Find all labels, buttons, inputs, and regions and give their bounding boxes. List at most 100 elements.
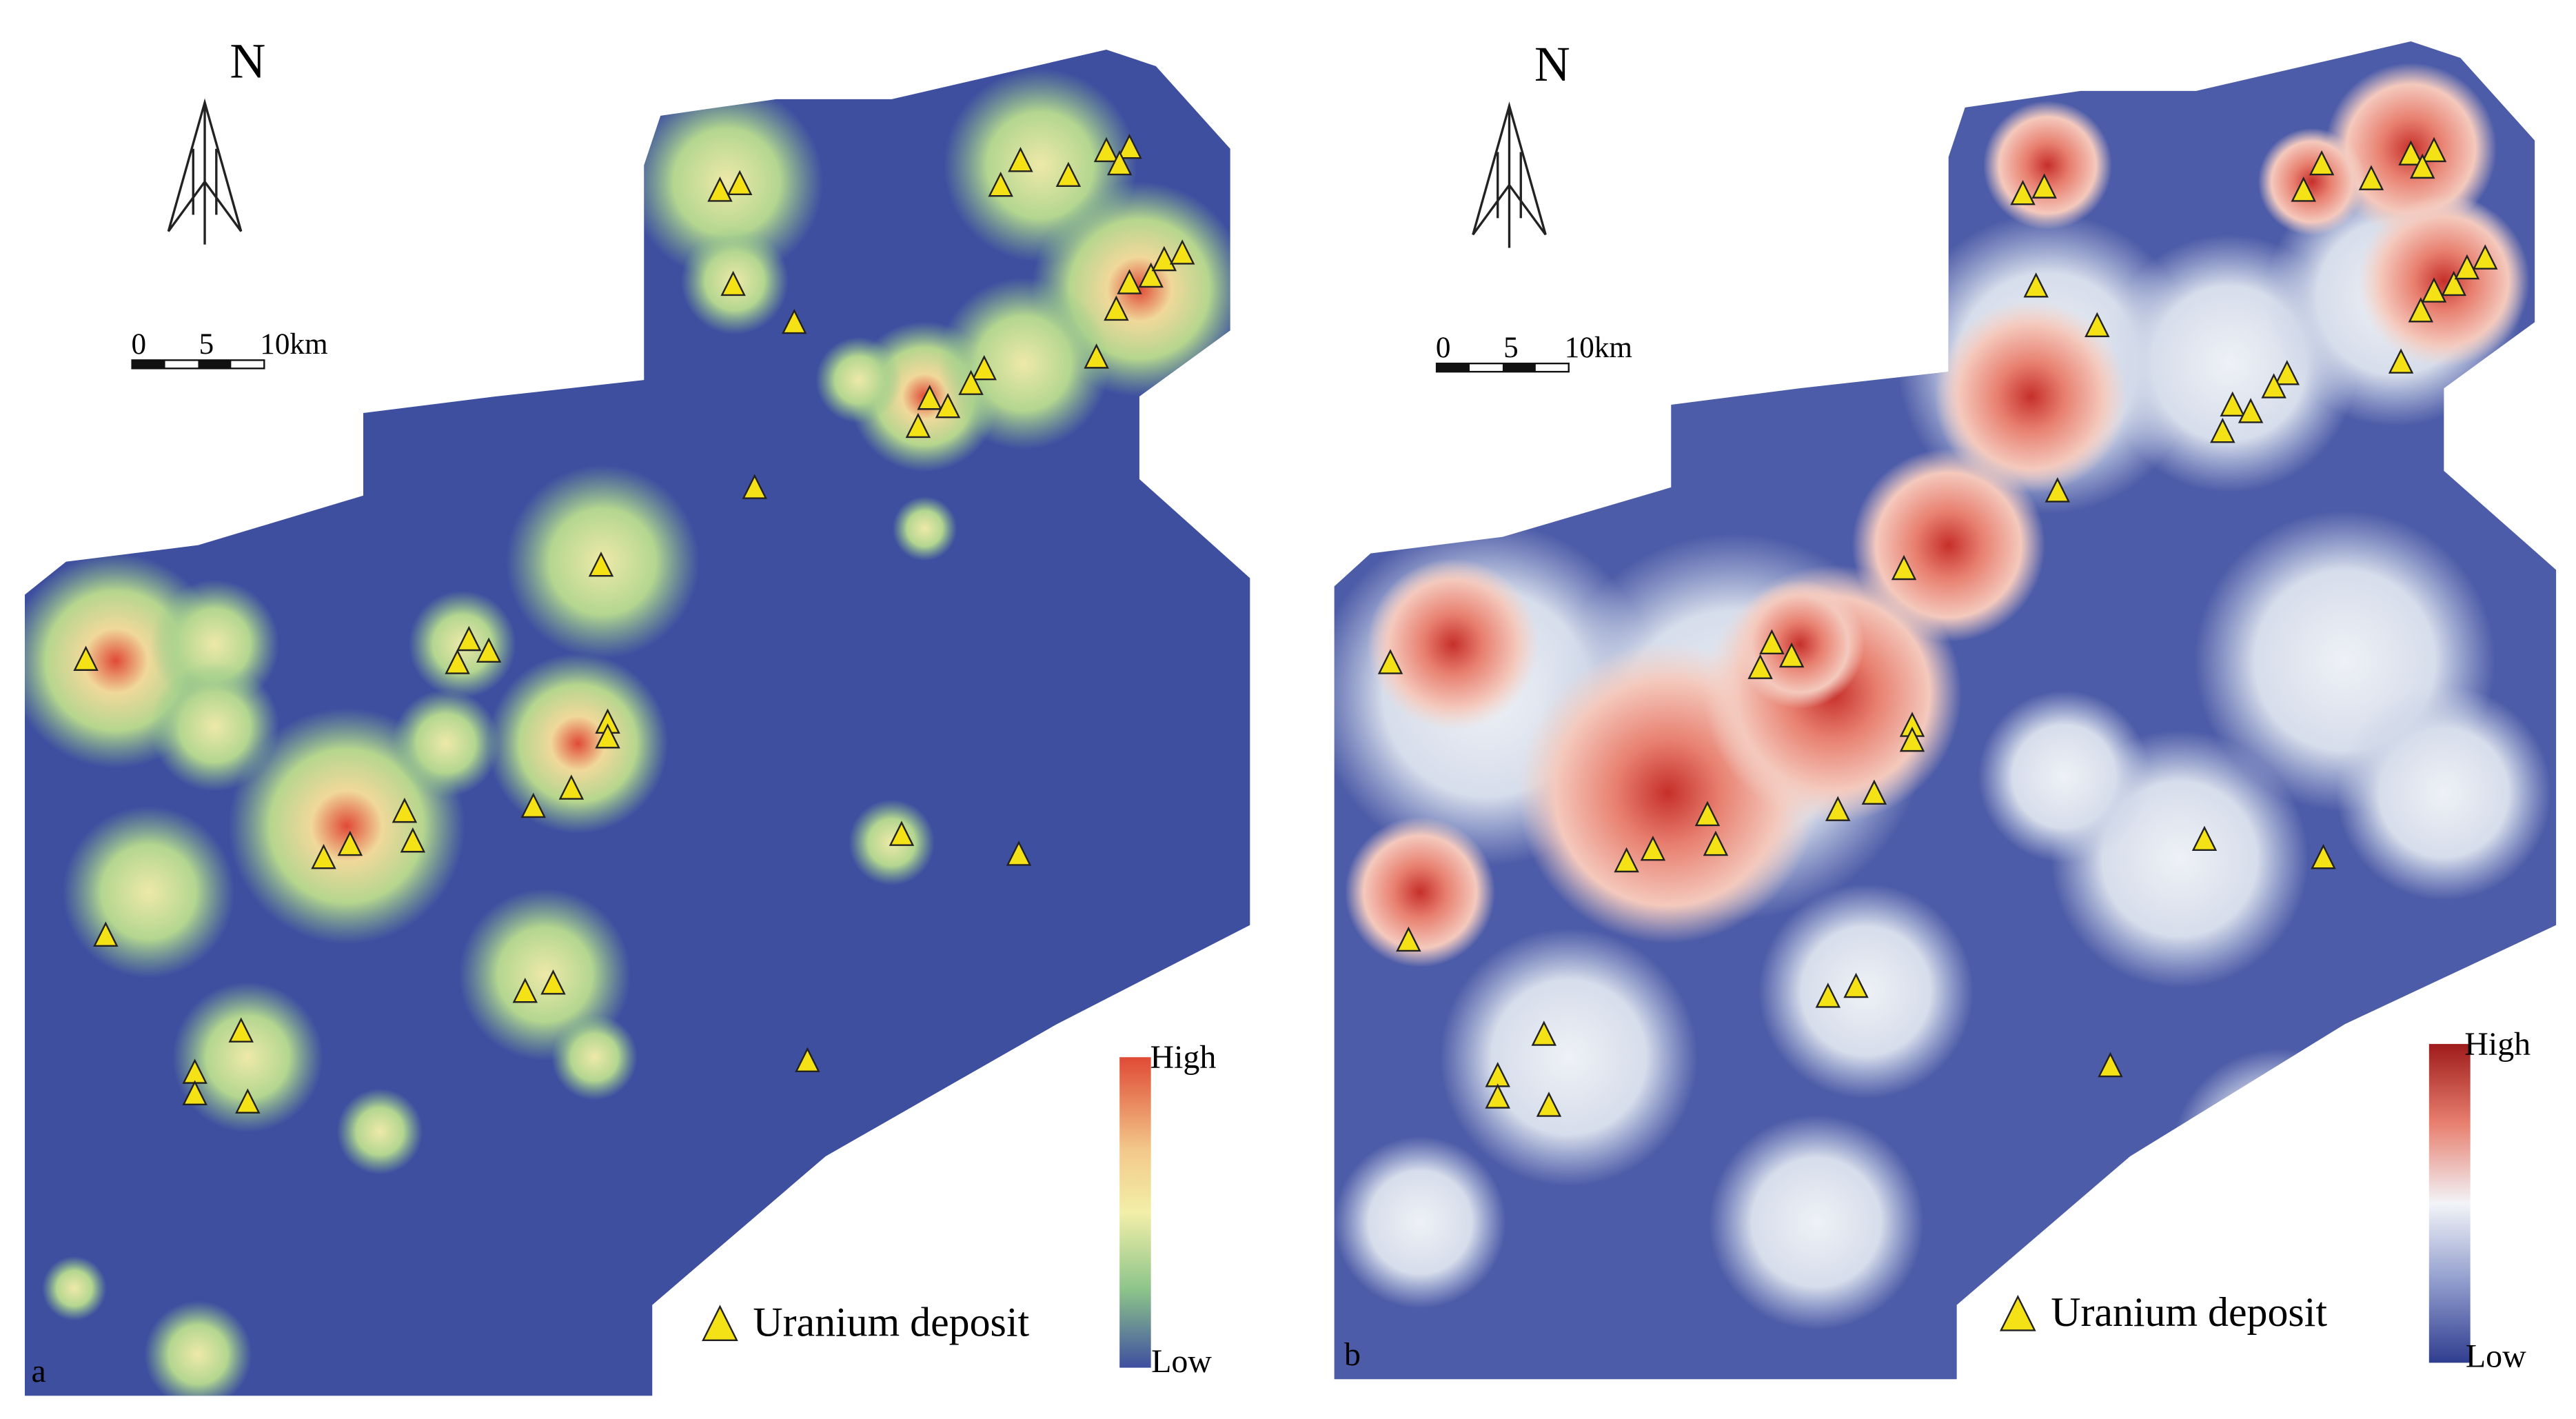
deposit-marker bbox=[2220, 391, 2245, 417]
panel-label: a bbox=[32, 1353, 46, 1389]
heat-zone bbox=[1334, 1136, 1506, 1309]
heat-zone bbox=[892, 496, 957, 561]
deposit-marker bbox=[720, 270, 746, 296]
deposit-marker bbox=[1138, 262, 1164, 288]
deposit-marker bbox=[73, 645, 99, 671]
deposit-marker bbox=[2031, 173, 2057, 199]
heat-zone bbox=[392, 690, 500, 797]
deposit-marker bbox=[2238, 398, 2264, 423]
deposit-marker bbox=[512, 977, 538, 1003]
panel-label: b bbox=[1344, 1336, 1361, 1373]
legend-low: Low bbox=[2466, 1338, 2526, 1375]
deposit-marker bbox=[93, 921, 119, 947]
deposit-marker bbox=[889, 821, 915, 846]
heat-zone bbox=[42, 1256, 107, 1321]
deposit-marker bbox=[1093, 137, 1119, 163]
deposit-marker bbox=[540, 969, 566, 995]
deposit-marker bbox=[1747, 654, 1773, 679]
scale-bar-segment bbox=[1437, 363, 1470, 372]
heat-zone bbox=[1758, 883, 1974, 1099]
heat-zone bbox=[487, 653, 669, 834]
color-bar bbox=[1119, 1057, 1151, 1368]
legend-high: High bbox=[2464, 1026, 2531, 1063]
legend-marker bbox=[702, 1305, 738, 1342]
deposit-marker bbox=[2309, 150, 2335, 176]
color-bar bbox=[2428, 1044, 2471, 1363]
heat-zone bbox=[937, 277, 1110, 450]
heat-zone bbox=[815, 336, 902, 423]
deposit-marker bbox=[742, 474, 767, 499]
deposit-marker bbox=[392, 797, 418, 823]
deposit-marker bbox=[1614, 847, 1639, 873]
heat-zone bbox=[1735, 579, 1865, 709]
deposit-marker bbox=[1825, 796, 1851, 821]
deposit-marker bbox=[2408, 297, 2434, 323]
deposit-marker bbox=[727, 170, 753, 196]
deposit-marker bbox=[1861, 779, 1887, 805]
deposit-marker bbox=[1006, 841, 1032, 866]
north-arrow bbox=[167, 98, 243, 245]
legend-low: Low bbox=[1151, 1343, 1212, 1380]
scale-label: 10km bbox=[1565, 332, 1632, 364]
deposit-marker bbox=[1117, 269, 1142, 294]
deposit-marker bbox=[1008, 147, 1033, 172]
deposit-marker bbox=[2261, 373, 2286, 399]
deposit-marker bbox=[2473, 244, 2498, 270]
heat-zone bbox=[144, 1300, 252, 1396]
deposit-marker bbox=[2023, 272, 2049, 298]
deposit-marker bbox=[1106, 150, 1133, 176]
deposit-marker bbox=[400, 827, 426, 853]
deposit-marker bbox=[1815, 983, 1841, 1008]
heat-zone bbox=[336, 1088, 423, 1175]
heat-zone bbox=[1934, 299, 2128, 494]
deposit-marker bbox=[2291, 177, 2316, 202]
deposit-marker bbox=[1891, 554, 1917, 581]
scale-label: 0 bbox=[131, 328, 146, 361]
scale-bar-segment bbox=[198, 360, 232, 369]
deposit-marker bbox=[1485, 1083, 1510, 1109]
legend-deposit: Uranium deposit bbox=[753, 1299, 1029, 1345]
overlay: N 0 5 10km High Low Uranium deposit a N 0 5 10km Hig… bbox=[32, 33, 2531, 1389]
legend-deposit: Uranium deposit bbox=[2051, 1289, 2327, 1335]
scale-label: 0 bbox=[1436, 332, 1451, 364]
heat-zone bbox=[1852, 448, 2045, 642]
deposit-marker bbox=[1778, 642, 1805, 668]
deposit-marker bbox=[795, 1047, 820, 1073]
deposit-marker bbox=[2010, 179, 2036, 205]
heat-zone bbox=[1709, 1115, 1924, 1330]
deposit-marker bbox=[1759, 629, 1785, 654]
deposit-marker bbox=[235, 1088, 261, 1114]
deposit-marker bbox=[2358, 165, 2384, 190]
deposit-marker bbox=[1151, 245, 1177, 272]
deposit-marker bbox=[1703, 830, 1729, 856]
deposit-marker bbox=[1169, 239, 1195, 265]
deposit-marker bbox=[1104, 295, 1129, 321]
deposit-marker bbox=[1117, 133, 1142, 159]
heat-zone bbox=[172, 982, 323, 1133]
deposit-marker bbox=[558, 774, 585, 800]
deposit-marker bbox=[595, 723, 620, 749]
deposit-marker bbox=[1843, 972, 1869, 998]
heat-zone bbox=[2357, 194, 2530, 367]
heat-zone bbox=[2171, 1049, 2386, 1264]
deposit-marker bbox=[2085, 312, 2110, 338]
deposit-marker bbox=[445, 649, 470, 674]
deposit-marker bbox=[971, 354, 997, 381]
heat-zone bbox=[2258, 128, 2366, 236]
deposit-marker bbox=[1055, 161, 1082, 188]
deposit-marker bbox=[2274, 360, 2300, 385]
heat-zone bbox=[63, 806, 235, 978]
deposit-marker bbox=[2098, 1051, 2123, 1078]
deposit-marker bbox=[456, 625, 482, 652]
deposit-marker bbox=[2409, 153, 2435, 179]
north-label: N bbox=[230, 33, 265, 88]
deposit-marker bbox=[782, 308, 807, 334]
deposit-marker bbox=[476, 637, 502, 663]
heat-zone bbox=[629, 85, 824, 279]
deposit-marker bbox=[1084, 343, 1109, 369]
scale-label: 5 bbox=[199, 328, 214, 361]
map-b bbox=[1334, 41, 2557, 1380]
heat-zone bbox=[1978, 690, 2150, 863]
deposit-marker bbox=[2191, 825, 2218, 852]
